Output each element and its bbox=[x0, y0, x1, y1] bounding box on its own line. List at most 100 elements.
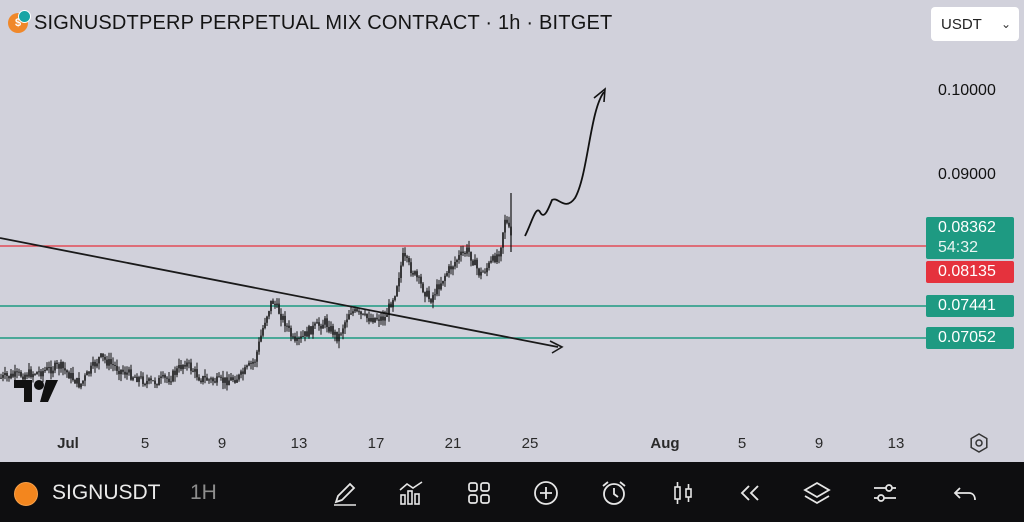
candle-body bbox=[56, 362, 58, 364]
candle-body bbox=[434, 294, 436, 296]
candle-body bbox=[432, 295, 434, 303]
candle-body bbox=[216, 376, 218, 383]
currency-select[interactable]: USDT ⌄ bbox=[931, 7, 1019, 41]
alarm-icon[interactable] bbox=[599, 478, 629, 508]
candle-body bbox=[196, 369, 198, 378]
candle-body bbox=[98, 357, 100, 364]
candle-body bbox=[88, 371, 90, 374]
pencil-icon[interactable] bbox=[330, 478, 360, 508]
candle-body bbox=[212, 378, 214, 382]
time-axis-label: Aug bbox=[650, 435, 680, 452]
candle-body bbox=[62, 362, 64, 369]
candle-body bbox=[484, 271, 486, 273]
candle-body bbox=[2, 375, 4, 378]
candle-body bbox=[26, 374, 28, 377]
candle-body bbox=[94, 361, 96, 367]
candle-body bbox=[12, 373, 14, 377]
candle-body bbox=[174, 370, 176, 375]
chart-settings-icon[interactable] bbox=[968, 432, 990, 454]
candle-body bbox=[296, 338, 298, 341]
candle-body bbox=[388, 303, 390, 315]
candle-body bbox=[234, 380, 236, 383]
candle-body bbox=[426, 290, 428, 297]
candle-body bbox=[0, 377, 2, 379]
candle-body bbox=[390, 303, 392, 308]
candle-body bbox=[258, 341, 260, 352]
candle-body bbox=[90, 365, 92, 374]
candle-body bbox=[224, 377, 226, 383]
candle-body bbox=[412, 273, 414, 275]
symbol-name[interactable]: SIGNUSDT bbox=[52, 481, 161, 504]
candle-body bbox=[422, 283, 424, 293]
candle-body bbox=[96, 363, 98, 367]
candle-body bbox=[464, 253, 466, 254]
candle-body bbox=[284, 315, 286, 327]
candle-body bbox=[458, 255, 460, 260]
candle-body bbox=[22, 376, 24, 380]
layers-icon[interactable] bbox=[802, 478, 832, 508]
chart-area[interactable]: $ SIGNUSDTPERP PERPETUAL MIX CONTRACT · … bbox=[0, 0, 1024, 462]
candle-body bbox=[404, 253, 406, 257]
candle-body bbox=[482, 271, 484, 273]
candle-body bbox=[450, 266, 452, 270]
candle-body bbox=[264, 322, 266, 328]
candle-body bbox=[138, 377, 140, 382]
candle-body bbox=[132, 377, 134, 380]
candles-icon[interactable] bbox=[668, 478, 698, 508]
candle-body bbox=[310, 326, 312, 335]
candle-body bbox=[34, 374, 36, 376]
candle-body bbox=[350, 313, 352, 315]
candle-body bbox=[238, 374, 240, 380]
candle-body bbox=[452, 266, 454, 270]
candle-body bbox=[162, 375, 164, 377]
candle-body bbox=[246, 365, 248, 368]
candle-body bbox=[108, 359, 110, 366]
candle-body bbox=[30, 369, 32, 378]
chart-bars-icon[interactable] bbox=[396, 478, 426, 508]
candle-body bbox=[424, 292, 426, 297]
undo-icon[interactable] bbox=[950, 478, 980, 508]
rewind-icon[interactable] bbox=[734, 478, 764, 508]
plus-circle-icon[interactable] bbox=[531, 478, 561, 508]
candle-body bbox=[240, 371, 242, 375]
candle-body bbox=[36, 372, 38, 375]
price-chart[interactable] bbox=[0, 0, 1024, 462]
candle-body bbox=[476, 259, 478, 269]
grid-icon[interactable] bbox=[464, 478, 494, 508]
candle-body bbox=[406, 256, 408, 258]
candle-body bbox=[184, 365, 186, 367]
symbol-logo-icon[interactable] bbox=[14, 482, 38, 506]
candle-body bbox=[24, 374, 26, 380]
candle-body bbox=[122, 369, 124, 372]
candle-body bbox=[66, 370, 68, 373]
candle-body bbox=[298, 338, 300, 339]
candle-body bbox=[272, 300, 274, 304]
candle-body bbox=[466, 247, 468, 254]
candle-body bbox=[444, 275, 446, 281]
candle-body bbox=[192, 370, 194, 372]
candle-body bbox=[180, 365, 182, 370]
candle-body bbox=[356, 309, 358, 312]
interval-selector[interactable]: 1H bbox=[190, 481, 217, 504]
trend-line-arrowhead bbox=[549, 340, 564, 354]
red-line-price-badge: 0.08135 bbox=[926, 261, 1014, 283]
candle-body bbox=[498, 254, 500, 257]
candle-body bbox=[198, 377, 200, 381]
candle-body bbox=[288, 325, 290, 328]
sliders-icon[interactable] bbox=[870, 478, 900, 508]
candle-body bbox=[172, 370, 174, 382]
current-price-badge: 0.08362 54:32 bbox=[926, 217, 1014, 259]
candle-body bbox=[268, 311, 270, 317]
candle-body bbox=[428, 290, 430, 300]
candle-body bbox=[274, 303, 276, 305]
candle-body bbox=[504, 219, 506, 233]
candle-body bbox=[260, 335, 262, 342]
candle-body bbox=[52, 370, 54, 374]
candle-body bbox=[368, 318, 370, 322]
candle-body bbox=[270, 300, 272, 312]
candle-body bbox=[48, 367, 50, 368]
candle-body bbox=[328, 327, 330, 332]
candle-body bbox=[276, 303, 278, 305]
candle-body bbox=[306, 331, 308, 337]
candle-body bbox=[300, 336, 302, 339]
